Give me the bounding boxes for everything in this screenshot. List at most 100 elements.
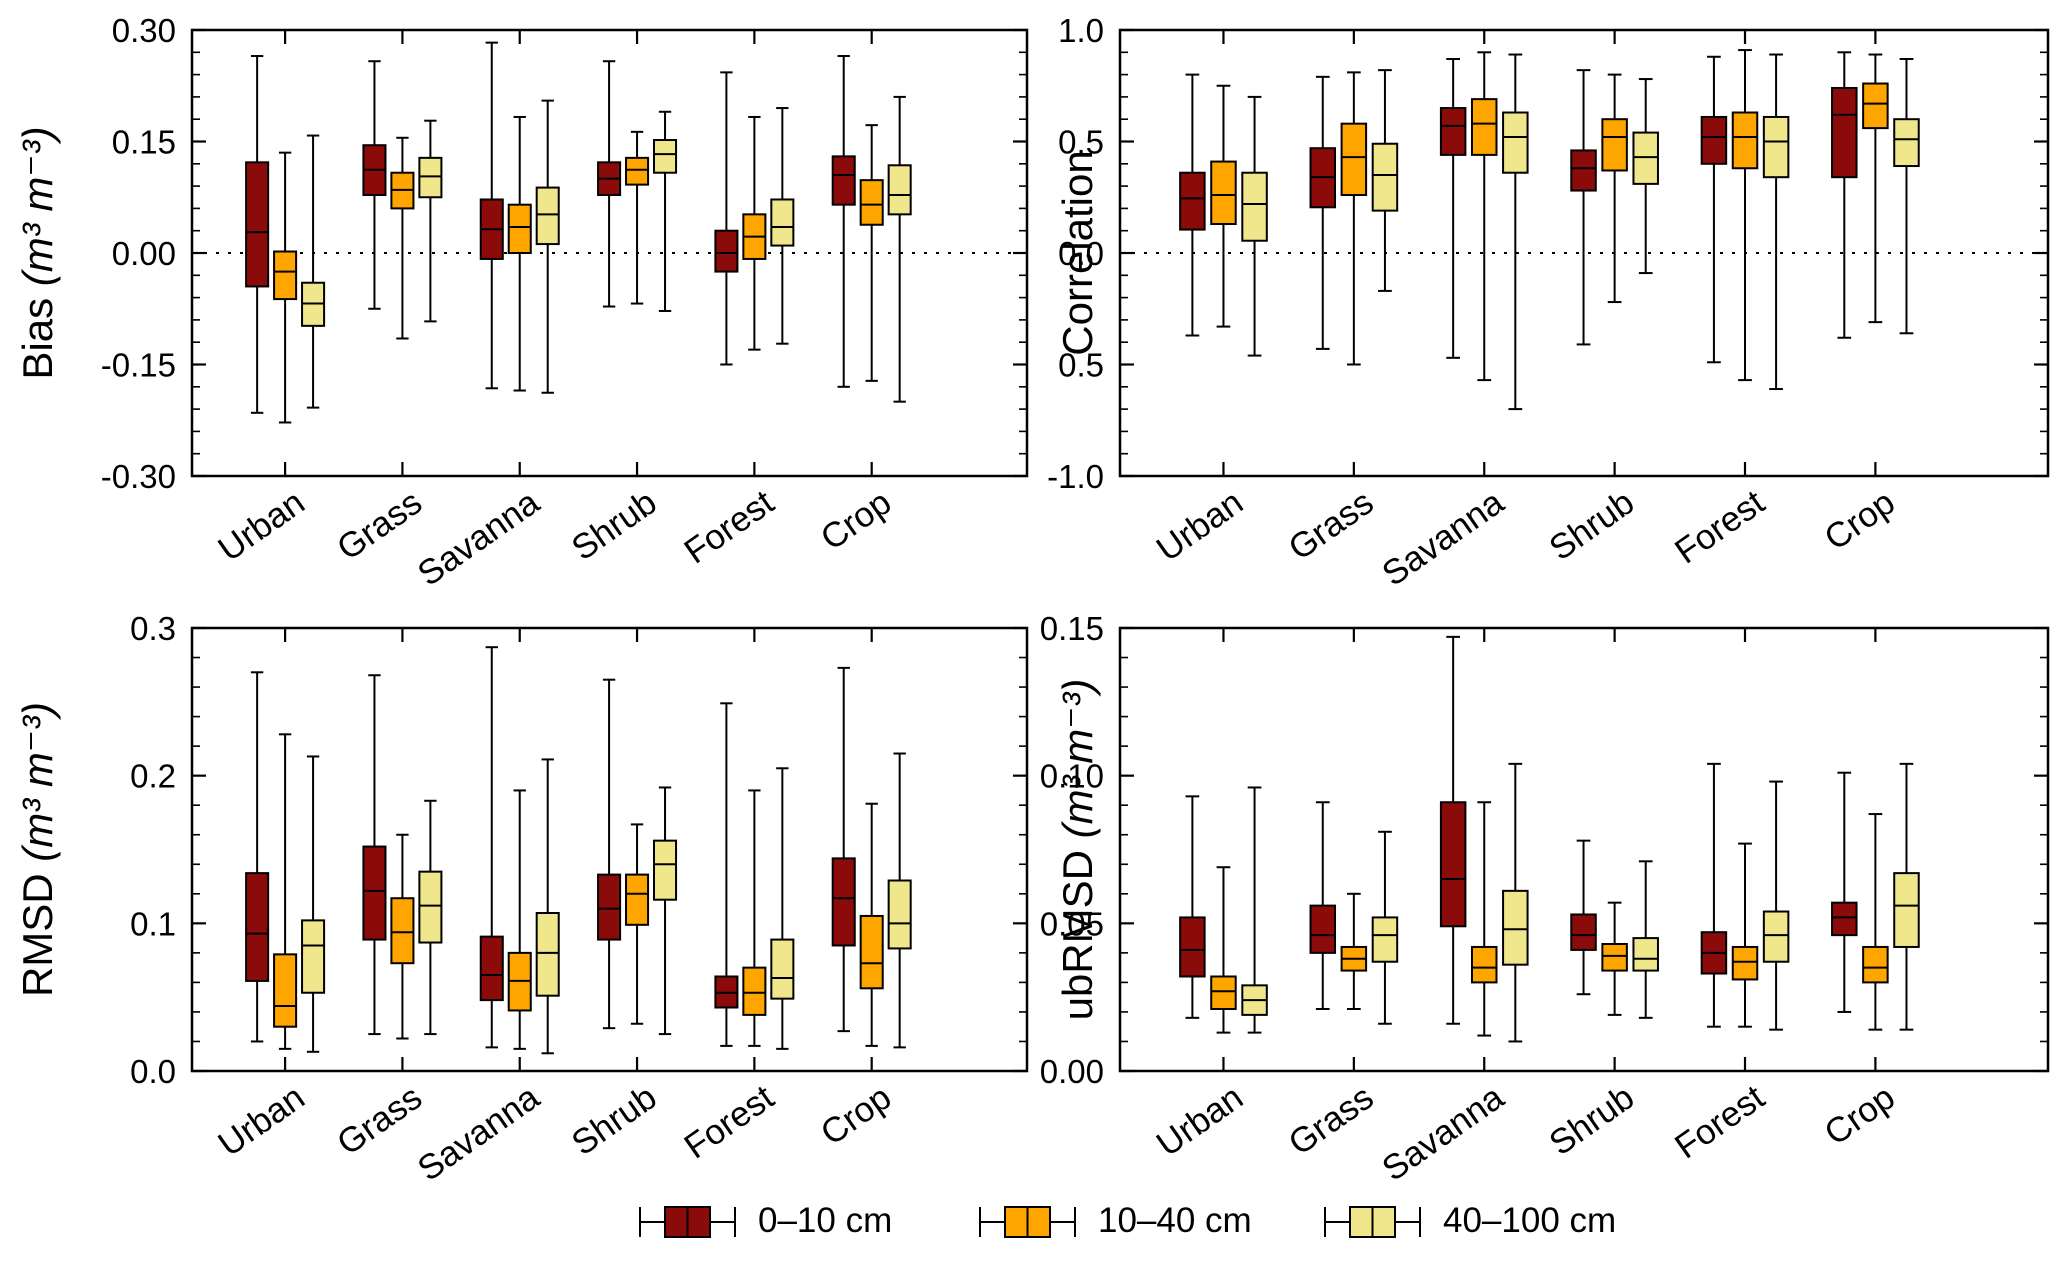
box-rmsd-forest-s1	[742, 789, 767, 1047]
category-label: Urban	[211, 483, 311, 570]
box-rmsd-savanna-s1	[507, 789, 532, 1050]
box-correlation-forest-s1	[1731, 49, 1759, 382]
y-axis-label-main: ubRMSD	[1054, 838, 1101, 1020]
box-bias-shrub-s1	[625, 130, 650, 305]
y-tick-label: 0.3	[130, 610, 176, 647]
y-tick-label: 0.15	[112, 124, 176, 161]
box-iqr	[1862, 82, 1889, 130]
box-correlation-forest-s2	[1762, 53, 1790, 391]
category-label: Urban	[1150, 483, 1250, 570]
y-tick-label: 0.05	[1040, 905, 1104, 942]
box-iqr	[1762, 115, 1790, 179]
legend: 0–10 cm 10–40 cm 40–100 cm	[639, 1201, 1616, 1240]
box-rmsd-urban-s0	[245, 671, 270, 1043]
box-bias-forest-s0	[714, 71, 739, 366]
category-label: Crop	[814, 483, 899, 558]
box-correlation-urban-s0	[1179, 73, 1206, 337]
legend-label: 0–10 cm	[758, 1201, 892, 1240]
box-iqr	[887, 879, 912, 950]
box-correlation-urban-s1	[1210, 84, 1237, 328]
category-label: Urban	[211, 1078, 311, 1165]
y-axis-label-unit: (m³ m⁻³)	[14, 126, 61, 286]
box-iqr	[418, 870, 443, 944]
box-iqr	[831, 857, 856, 947]
box-iqr	[770, 938, 795, 1000]
category-label: Grass	[1282, 483, 1381, 568]
box-bias-grass-s2	[418, 119, 443, 323]
category-label: Shrub	[1542, 1078, 1641, 1164]
y-tick-label: -0.30	[101, 458, 176, 495]
y-tick-label: 1.0	[1058, 12, 1104, 49]
category-label: Urban	[1150, 1078, 1250, 1165]
box-rmsd-crop-s2	[887, 752, 912, 1049]
box-iqr	[362, 845, 387, 941]
box-iqr	[245, 161, 270, 288]
category-label: Savanna	[411, 482, 547, 594]
box-correlation-forest-s0	[1700, 55, 1728, 364]
box-iqr	[714, 229, 739, 273]
y-tick-label: 0.10	[1040, 758, 1104, 795]
box-iqr	[1179, 171, 1206, 231]
box-ubrmsd-crop-s1	[1862, 813, 1889, 1031]
box-correlation-urban-s2	[1241, 95, 1268, 357]
box-ubrmsd-savanna-s2	[1502, 762, 1529, 1043]
box-ubrmsd-crop-s0	[1831, 771, 1858, 1013]
legend-item-2: 40–100 cm	[1324, 1201, 1616, 1240]
box-rmsd-grass-s0	[362, 674, 387, 1036]
category-label: Shrub	[1542, 483, 1641, 569]
box-iqr	[1893, 118, 1920, 168]
box-rmsd-shrub-s1	[625, 823, 650, 1025]
box-rmsd-urban-s1	[273, 733, 298, 1050]
box-iqr	[1862, 945, 1889, 984]
category-label: Grass	[1282, 1078, 1381, 1163]
box-iqr	[1210, 975, 1237, 1010]
y-axis-label-main: Correlation	[1054, 150, 1101, 355]
box-rmsd-forest-s2	[770, 767, 795, 1050]
box-ubrmsd-forest-s2	[1762, 780, 1790, 1031]
box-ubrmsd-shrub-s2	[1632, 860, 1659, 1019]
box-bias-urban-s1	[273, 151, 298, 424]
box-bias-forest-s1	[742, 115, 767, 351]
box-iqr	[625, 156, 650, 186]
box-iqr	[1731, 945, 1759, 981]
category-label: Savanna	[1375, 482, 1511, 594]
y-tick-label: 0.15	[1040, 610, 1104, 647]
box-bias-grass-s0	[362, 60, 387, 310]
box-iqr	[418, 156, 443, 199]
box-iqr	[625, 873, 650, 926]
box-rmsd-grass-s2	[418, 799, 443, 1036]
category-label: Forest	[1668, 1077, 1772, 1166]
box-bias-grass-s1	[390, 136, 415, 340]
box-iqr	[1700, 115, 1728, 165]
box-iqr	[1632, 131, 1659, 185]
box-bias-urban-s0	[245, 55, 270, 414]
box-iqr	[1179, 916, 1206, 978]
box-iqr	[1371, 916, 1399, 963]
plot-frame	[1118, 626, 2050, 1073]
box-iqr	[1241, 171, 1268, 242]
box-iqr	[1470, 945, 1498, 984]
box-iqr	[887, 164, 912, 216]
box-iqr	[1893, 872, 1920, 948]
box-bias-shrub-s2	[653, 110, 678, 312]
box-iqr	[1601, 943, 1628, 972]
box-ubrmsd-shrub-s1	[1601, 901, 1628, 1016]
box-correlation-savanna-s1	[1470, 51, 1498, 382]
y-tick-label: 0.00	[1040, 1053, 1104, 1090]
box-iqr	[1371, 142, 1399, 212]
legend-item-1: 10–40 cm	[979, 1201, 1252, 1240]
y-axis-label-main: Bias	[14, 286, 61, 379]
box-iqr	[273, 250, 298, 301]
box-correlation-shrub-s0	[1570, 69, 1597, 346]
box-rmsd-shrub-s2	[653, 786, 678, 1036]
category-label: Forest	[677, 1077, 781, 1166]
category-label: Forest	[1668, 482, 1772, 571]
y-axis-label: Correlation	[1054, 150, 1101, 355]
box-bias-shrub-s0	[597, 60, 622, 308]
y-tick-label: 0.30	[112, 12, 176, 49]
category-label: Crop	[814, 1078, 899, 1153]
